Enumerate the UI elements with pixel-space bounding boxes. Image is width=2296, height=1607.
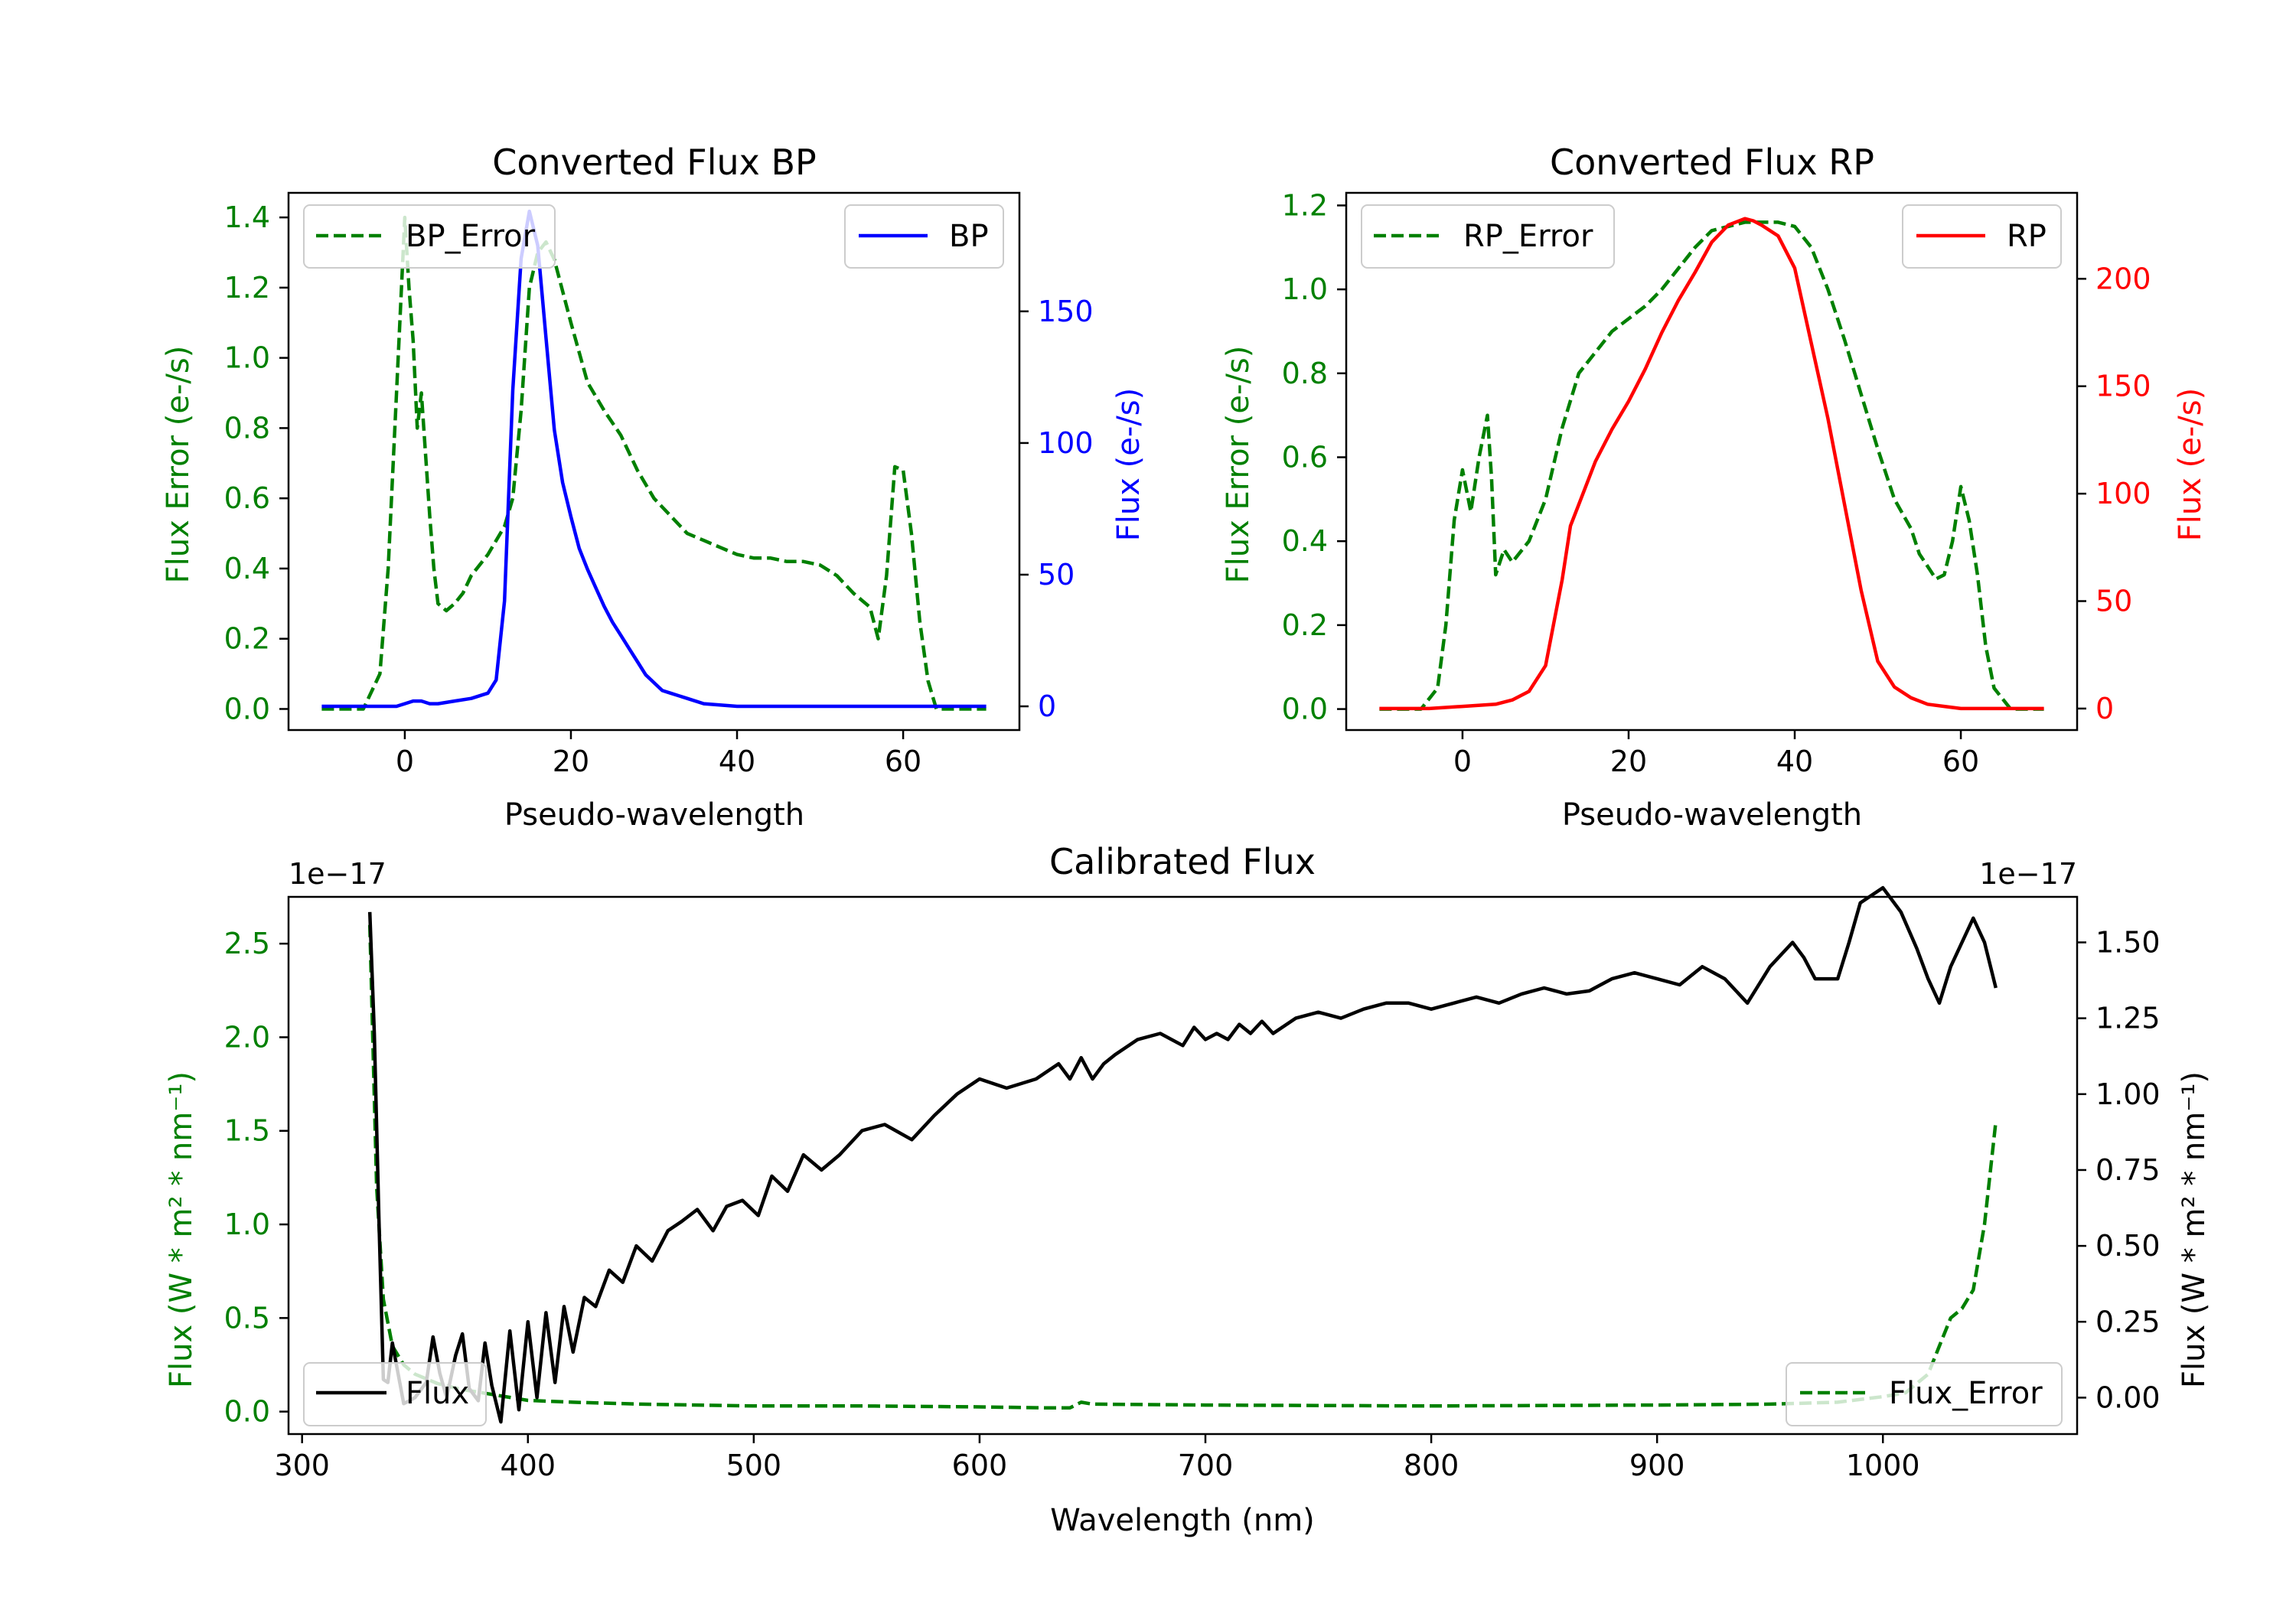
y-left-tick-label: 0.8 [224,411,270,445]
calibrated-panel: Calibrated Flux Wavelength (nm) Flux (W … [164,841,2212,1538]
rp-ticks: 0 20 40 60 0.0 0.2 0.4 0.6 0.8 1.0 1.2 0 50 100 150 200 [1282,188,2151,778]
y-right-tick-label: 100 [2095,477,2151,510]
rp-xlabel: Pseudo-wavelength [1562,797,1862,833]
y-right-tick-label: 0.75 [2095,1153,2161,1187]
y-right-tick-label: 200 [2095,262,2151,295]
bp-ylabel-left: Flux Error (e-/s) [161,346,196,584]
y-left-tick-label: 2.0 [224,1020,270,1054]
x-tick-label: 600 [952,1449,1008,1482]
y-left-tick-label: 0.5 [224,1301,270,1335]
rp-legend-flux: RP [1902,204,2062,269]
y-right-tick-label: 100 [1038,426,1094,460]
x-tick-label: 1000 [1846,1449,1920,1482]
bp-legend-flux-label: BP [949,219,989,254]
bp-plot-area [321,209,987,711]
y-right-tick-label: 150 [2095,370,2151,403]
calibrated-axes-frame [287,895,2079,1436]
bp-legend-flux: BP [844,204,1004,269]
y-left-tick-label: 1.2 [1282,188,1328,222]
bp-panel: Converted Flux BP Pseudo-wavelength Flux… [161,142,1146,833]
x-tick-label: 20 [553,745,589,778]
bp-legend-error-label: BP_Error [406,219,536,254]
x-tick-label: 900 [1629,1449,1685,1482]
calibrated-title: Calibrated Flux [1049,841,1316,882]
y-right-tick-label: 1.50 [2095,925,2161,959]
rp-axes-frame [1345,191,2079,732]
y-left-tick-label: 1.0 [224,341,270,375]
y-right-tick-label: 0.00 [2095,1380,2161,1414]
calibrated-legend-error: Flux_Error [1786,1362,2063,1426]
y-left-tick-label: 1.5 [224,1114,270,1148]
y-left-tick-label: 0.0 [1282,693,1328,726]
y-left-tick-label: 0.6 [1282,441,1328,474]
bp-xlabel: Pseudo-wavelength [504,797,804,833]
y-left-tick-label: 0.2 [1282,608,1328,642]
series-flux-error-line [367,924,1998,1410]
rp-plot-area [1379,217,2044,711]
x-tick-label: 40 [719,745,755,778]
y-left-tick-label: 0.0 [224,1395,270,1429]
x-tick-label: 40 [1776,745,1813,778]
calibrated-offset-left: 1e−17 [289,857,386,891]
calibrated-plot-area [367,885,1998,1424]
y-right-tick-label: 50 [2095,585,2132,618]
y-right-tick-label: 0 [1038,689,1056,723]
y-left-tick-label: 0.4 [224,552,270,585]
bp-legend-error: BP_Error [303,204,556,269]
y-right-tick-label: 0 [2095,692,2114,725]
y-right-tick-label: 0.25 [2095,1305,2161,1338]
y-left-tick-label: 1.2 [224,271,270,305]
y-left-tick-label: 0.4 [1282,524,1328,558]
rp-legend-error: RP_Error [1361,204,1615,269]
rp-title: Converted Flux RP [1550,142,1874,183]
calibrated-legend-flux: Flux [303,1362,487,1426]
x-tick-label: 500 [726,1449,782,1482]
y-left-tick-label: 0.6 [224,481,270,515]
bp-ticks: 0 20 40 60 0.0 0.2 0.4 0.6 0.8 1.0 1.2 1.4 0 50 100 150 [224,200,1094,778]
y-right-tick-label: 1.00 [2095,1077,2161,1111]
y-right-tick-label: 50 [1038,558,1075,592]
x-tick-label: 400 [501,1449,556,1482]
x-tick-label: 60 [1942,745,1979,778]
y-left-tick-label: 1.0 [1282,272,1328,306]
bp-ylabel-right: Flux (e-/s) [1111,388,1146,541]
y-right-tick-label: 150 [1038,295,1094,328]
rp-legend-flux-label: RP [2007,219,2047,254]
rp-legend-error-label: RP_Error [1463,219,1593,254]
series-rp-error-line [1379,220,2044,711]
calibrated-ylabel-right: Flux (W * m² * nm⁻¹) [2177,1071,2212,1388]
x-tick-label: 0 [396,745,414,778]
y-left-tick-label: 2.5 [224,927,270,960]
rp-panel: Converted Flux RP Pseudo-wavelength Flux… [1221,142,2208,833]
series-bp-error-line [321,215,987,711]
calibrated-xlabel: Wavelength (nm) [1050,1503,1315,1538]
rp-ylabel-left: Flux Error (e-/s) [1221,346,1256,584]
x-tick-label: 20 [1610,745,1647,778]
calibrated-offset-right: 1e−17 [1979,857,2077,891]
calibrated-ticks: 300 400 500 600 700 800 900 1000 0.0 0.5 1.0 1.5 2.0… [224,925,2161,1482]
calibrated-ylabel-left: Flux (W * m² * nm⁻¹) [164,1071,199,1388]
y-left-tick-label: 0.8 [1282,357,1328,390]
x-tick-label: 60 [885,745,921,778]
rp-ylabel-right: Flux (e-/s) [2173,388,2208,541]
series-rp-line [1379,217,2044,711]
x-tick-label: 800 [1404,1449,1459,1482]
bp-axes-frame [287,191,1021,732]
x-tick-label: 300 [274,1449,330,1482]
calibrated-legend-flux-label: Flux [406,1376,469,1411]
calibrated-legend-error-label: Flux_Error [1889,1376,2043,1411]
y-left-tick-label: 1.0 [224,1208,270,1241]
y-right-tick-label: 0.50 [2095,1229,2161,1263]
series-bp-line [321,209,987,709]
bp-title: Converted Flux BP [492,142,817,183]
y-right-tick-label: 1.25 [2095,1002,2161,1035]
y-left-tick-label: 0.0 [224,692,270,725]
series-flux-line [367,885,1998,1424]
y-left-tick-label: 1.4 [224,200,270,234]
x-tick-label: 700 [1178,1449,1234,1482]
y-left-tick-label: 0.2 [224,622,270,656]
x-tick-label: 0 [1453,745,1472,778]
